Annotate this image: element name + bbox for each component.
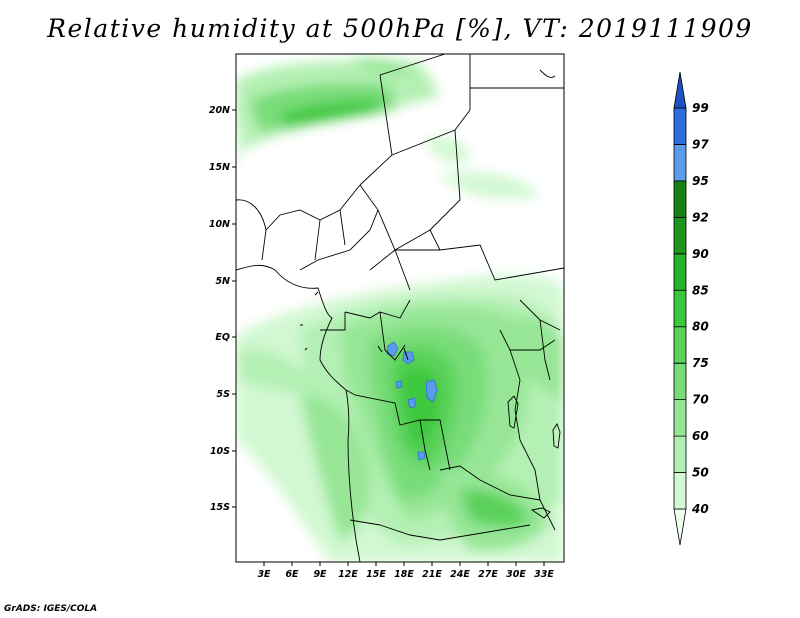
colorbar-label: 90 [692,247,709,261]
north-band [236,58,540,200]
colorbar-label: 85 [692,283,709,297]
lon-tick-label: 18E [394,569,414,580]
colorbar: 40 50 60 70 75 80 85 90 92 95 97 99 [673,71,709,546]
colorbar-segment [673,399,687,437]
colorbar-label: 40 [691,502,709,516]
lat-tick-label: 15S [210,502,230,513]
lon-tick-label: 27E [478,569,498,580]
humidity-field [236,54,564,562]
lon-tick-label: 15E [366,569,386,580]
colorbar-segment [673,71,687,109]
grads-credit: GrADS: IGES/COLA [4,604,98,614]
colorbar-segment [673,362,687,401]
colorbar-segment [673,144,687,182]
lon-tick-label: 24E [450,569,470,580]
colorbar-label: 97 [692,137,709,151]
colorbar-label: 60 [692,429,709,443]
colorbar-label: 75 [692,356,709,370]
lat-tick-label: 5N [215,276,230,287]
colorbar-label: 80 [692,320,709,334]
colorbar-segment [673,289,687,328]
lon-tick-label: 33E [534,569,554,580]
colorbar-segment [673,216,687,255]
lat-tick-label: 5S [217,389,231,400]
colorbar-segment [673,508,687,546]
lat-tick-label: 15N [209,162,230,173]
lon-tick-label: 21E [422,569,442,580]
colorbar-segment [673,180,687,218]
lon-tick-label: 30E [506,569,526,580]
colorbar-label: 50 [692,466,709,480]
colorbar-segment [673,326,687,364]
colorbar-segment [673,435,687,473]
colorbar-segment [673,253,687,291]
saturated-pockets [386,341,438,461]
colorbar-label: 95 [692,174,709,188]
chart-title: Relative humidity at 500hPa [%], VT: 201… [47,14,753,43]
lat-tick-label: 10N [209,219,230,230]
colorbar-label: 92 [692,210,709,224]
lon-tick-label: 6E [285,569,299,580]
colorbar-label: 99 [692,101,709,115]
lat-tick-label: EQ [215,332,230,343]
lat-ticks: 20N 15N 10N 5N EQ 5S 10S 15S [209,105,236,513]
lat-tick-label: 10S [210,446,230,457]
country-borders [236,54,564,562]
lat-tick-label: 20N [209,105,230,116]
colorbar-segment [673,472,687,510]
map-frame [235,53,565,563]
lon-ticks: 3E 6E 9E 12E 15E 18E 21E 24E 27E 30E 33E [257,562,554,580]
colorbar-segment [673,107,687,145]
lon-tick-label: 12E [338,569,358,580]
colorbar-label: 70 [692,393,709,407]
lon-tick-label: 9E [313,569,327,580]
lon-tick-label: 3E [257,569,271,580]
